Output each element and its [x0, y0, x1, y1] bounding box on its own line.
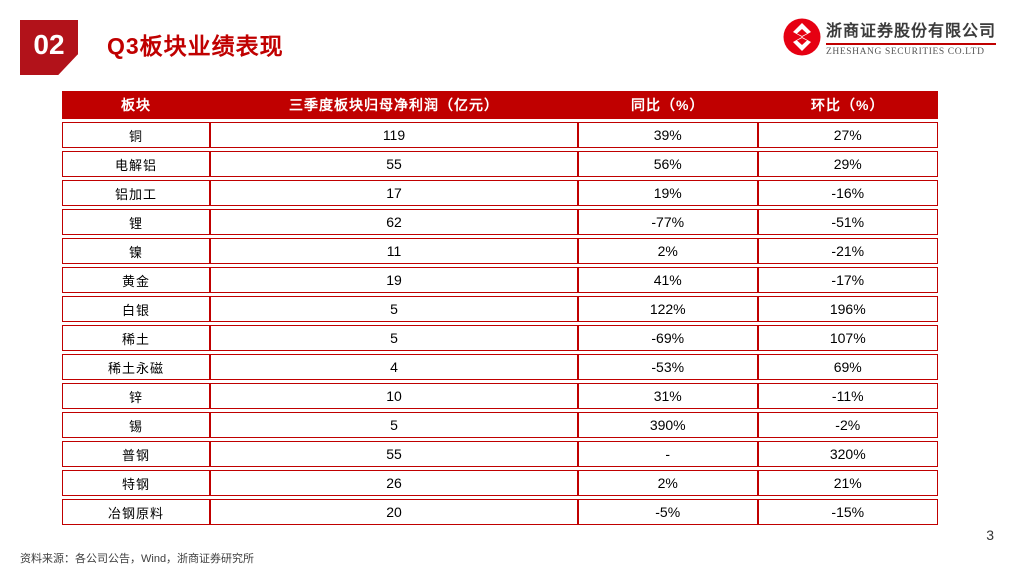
- value-cell: 20: [210, 499, 578, 525]
- logo-text: 浙商证券股份有限公司 ZHESHANG SECURITIES CO.LTD: [825, 17, 996, 57]
- value-cell: 27%: [757, 122, 938, 148]
- value-cell: 56%: [577, 151, 758, 177]
- table-row: 特钢 26 2% 21%: [62, 470, 938, 496]
- sector-cell: 稀土永磁: [62, 354, 211, 380]
- table-row: 锡 5 390% -2%: [62, 412, 938, 438]
- table-row: 普钢 55-320%: [62, 441, 938, 467]
- value-cell: 11: [210, 238, 578, 264]
- sector-cell: 锌: [62, 383, 211, 409]
- value-cell: -16%: [757, 180, 938, 206]
- value-cell: 55: [210, 441, 578, 467]
- value-cell: -69%: [577, 325, 758, 351]
- sector-cell: 黄金: [62, 267, 211, 293]
- value-cell: 19: [210, 267, 578, 293]
- company-logo: 浙商证券股份有限公司 ZHESHANG SECURITIES CO.LTD: [782, 17, 996, 57]
- section-number-badge: 02: [20, 20, 78, 75]
- sector-cell: 铝加工: [62, 180, 211, 206]
- value-cell: 29%: [757, 151, 938, 177]
- value-cell: 107%: [757, 325, 938, 351]
- table-row: 铜 119 39% 27%: [62, 122, 938, 148]
- value-cell: 119: [210, 122, 578, 148]
- sector-cell: 电解铝: [62, 151, 211, 177]
- value-cell: -17%: [757, 267, 938, 293]
- section-number: 02: [33, 28, 65, 60]
- page-number: 3: [986, 527, 994, 543]
- value-cell: -5%: [577, 499, 758, 525]
- sector-cell: 冶钢原料: [62, 499, 211, 525]
- value-cell: 196%: [757, 296, 938, 322]
- value-cell: -11%: [757, 383, 938, 409]
- sector-cell: 普钢: [62, 441, 211, 467]
- table-row: 锌 10 31% -11%: [62, 383, 938, 409]
- value-cell: 69%: [757, 354, 938, 380]
- value-cell: 31%: [577, 383, 758, 409]
- value-cell: 62: [210, 209, 578, 235]
- q3-sector-performance-table: 板块 三季度板块归母净利润（亿元） 同比（%） 环比（%） 铜 119 39% 27% 电解铝…: [62, 88, 938, 528]
- table-row: 稀土 5 -69% 107%: [62, 325, 938, 351]
- table-body: 铜 119 39% 27% 电解铝 55 56% 29% 铝加工 17 19% -16% 锂 62 -77%…: [62, 122, 938, 525]
- value-cell: 19%: [577, 180, 758, 206]
- sector-cell: 特钢: [62, 470, 211, 496]
- value-cell: 320%: [757, 441, 938, 467]
- table-header-row: 板块 三季度板块归母净利润（亿元） 同比（%） 环比（%）: [62, 91, 938, 119]
- table-row: 镍 11 2% -21%: [62, 238, 938, 264]
- value-cell: 4: [210, 354, 578, 380]
- value-cell: 2%: [577, 238, 758, 264]
- value-cell: -21%: [757, 238, 938, 264]
- value-cell: -: [577, 441, 758, 467]
- value-cell: -2%: [757, 412, 938, 438]
- value-cell: -77%: [577, 209, 758, 235]
- table-row: 白银 5 122% 196%: [62, 296, 938, 322]
- source-note: 资料来源：各公司公告，Wind，浙商证券研究所: [20, 553, 255, 565]
- sector-cell: 镍: [62, 238, 211, 264]
- table-row: 稀土永磁 4 -53% 69%: [62, 354, 938, 380]
- value-cell: 5: [210, 296, 578, 322]
- column-header: 三季度板块归母净利润（亿元）: [210, 91, 578, 119]
- table-header: 板块 三季度板块归母净利润（亿元） 同比（%） 环比（%）: [62, 91, 938, 119]
- value-cell: 41%: [577, 267, 758, 293]
- value-cell: 55: [210, 151, 578, 177]
- value-cell: 21%: [757, 470, 938, 496]
- logo-knot-icon: [783, 18, 821, 56]
- logo-company-name-cn: 浙商证券股份有限公司: [825, 17, 996, 45]
- value-cell: 122%: [577, 296, 758, 322]
- table-row: 铝加工 17 19% -16%: [62, 180, 938, 206]
- value-cell: 5: [210, 325, 578, 351]
- value-cell: 39%: [577, 122, 758, 148]
- value-cell: 10: [210, 383, 578, 409]
- value-cell: -53%: [577, 354, 758, 380]
- value-cell: -51%: [757, 209, 938, 235]
- value-cell: 17: [210, 180, 578, 206]
- logo-company-name-en: ZHESHANG SECURITIES CO.LTD: [825, 47, 985, 57]
- value-cell: -15%: [757, 499, 938, 525]
- table-row: 黄金 19 41% -17%: [62, 267, 938, 293]
- sector-cell: 白银: [62, 296, 211, 322]
- value-cell: 26: [210, 470, 578, 496]
- table-row: 电解铝 55 56% 29%: [62, 151, 938, 177]
- table-row: 冶钢原料 20 -5% -15%: [62, 499, 938, 525]
- value-cell: 2%: [577, 470, 758, 496]
- column-header: 同比（%）: [577, 91, 758, 119]
- sector-cell: 锡: [62, 412, 211, 438]
- sector-cell: 铜: [62, 122, 211, 148]
- sector-cell: 稀土: [62, 325, 211, 351]
- column-header: 环比（%）: [757, 91, 938, 119]
- table-row: 锂 62 -77% -51%: [62, 209, 938, 235]
- page-title: Q3板块业绩表现: [107, 33, 284, 59]
- value-cell: 5: [210, 412, 578, 438]
- column-header: 板块: [62, 91, 211, 119]
- sector-cell: 锂: [62, 209, 211, 235]
- value-cell: 390%: [577, 412, 758, 438]
